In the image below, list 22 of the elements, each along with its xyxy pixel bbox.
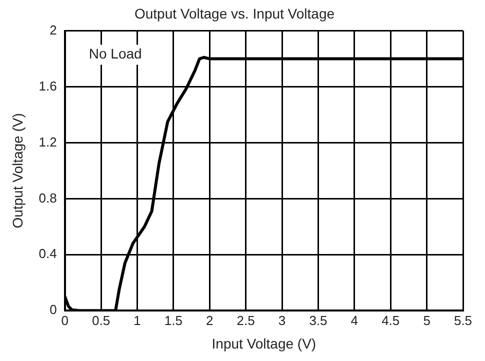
y-tick-label: 2: [50, 22, 57, 38]
y-tick-label: 0: [50, 302, 57, 318]
x-tick-label: 3.5: [309, 312, 328, 328]
annotation: No Load: [88, 46, 142, 62]
x-tick-label: 3: [278, 312, 286, 328]
x-tick-label: 5.5: [454, 312, 472, 328]
x-tick-label: 1: [134, 312, 141, 328]
x-tick-label: 4.5: [382, 312, 400, 328]
x-axis-title: Input Voltage (V): [212, 335, 316, 352]
x-tick-label: 0.5: [92, 312, 110, 328]
y-axis-title: Output Voltage (V): [9, 113, 26, 228]
x-tick-label: 2.5: [236, 312, 255, 328]
x-tick-label: 0: [61, 312, 68, 328]
x-tick-label: 4: [350, 312, 358, 328]
y-tick-label: 0.4: [38, 246, 57, 262]
y-tick-label: 1.2: [38, 134, 57, 150]
x-tick-label: 2: [206, 312, 214, 328]
y-tick-label: 0.8: [38, 190, 57, 206]
chart-title: Output Voltage vs. Input Voltage: [134, 5, 335, 22]
x-tick-label: 1.5: [164, 312, 182, 328]
x-tick-label: 5: [423, 312, 430, 328]
y-tick-label: 1.6: [38, 78, 57, 94]
